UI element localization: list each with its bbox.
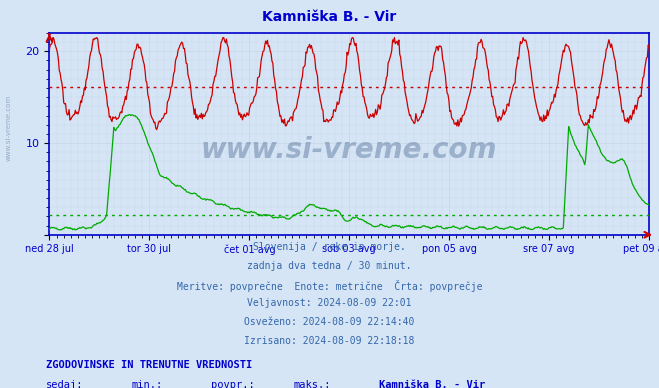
Text: Veljavnost: 2024-08-09 22:01: Veljavnost: 2024-08-09 22:01 [247,298,412,308]
Text: maks.:: maks.: [293,380,331,388]
Text: Osveženo: 2024-08-09 22:14:40: Osveženo: 2024-08-09 22:14:40 [244,317,415,327]
Text: www.si-vreme.com: www.si-vreme.com [5,95,12,161]
Text: ZGODOVINSKE IN TRENUTNE VREDNOSTI: ZGODOVINSKE IN TRENUTNE VREDNOSTI [46,360,252,370]
Text: Meritve: povprečne  Enote: metrične  Črta: povprečje: Meritve: povprečne Enote: metrične Črta:… [177,280,482,292]
Text: www.si-vreme.com: www.si-vreme.com [201,136,498,164]
Text: Slovenija / reke in morje.: Slovenija / reke in morje. [253,242,406,253]
Text: Kamniška B. - Vir: Kamniška B. - Vir [262,10,397,24]
Text: sedaj:: sedaj: [46,380,84,388]
Text: Kamniška B. - Vir: Kamniška B. - Vir [379,380,485,388]
Text: zadnja dva tedna / 30 minut.: zadnja dva tedna / 30 minut. [247,261,412,271]
Text: Izrisano: 2024-08-09 22:18:18: Izrisano: 2024-08-09 22:18:18 [244,336,415,346]
Text: povpr.:: povpr.: [211,380,254,388]
Text: min.:: min.: [132,380,163,388]
